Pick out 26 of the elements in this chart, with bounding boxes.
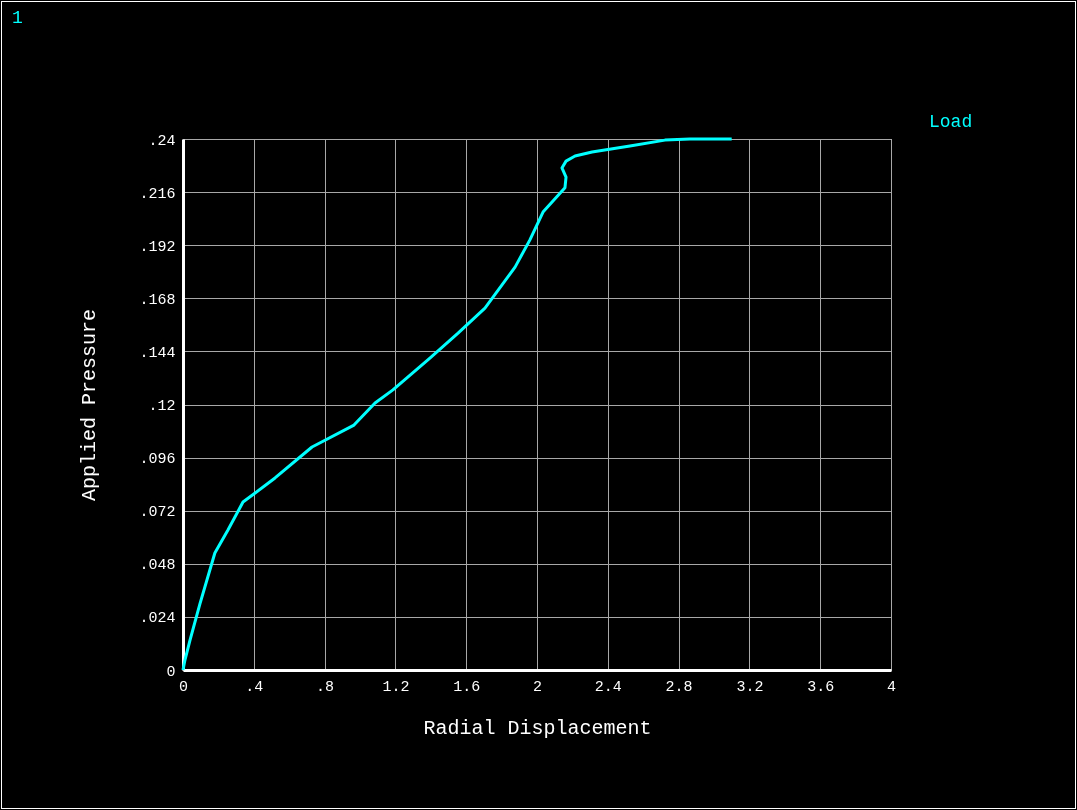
x-tick-label: .8 [316, 678, 335, 696]
x-tick-label: .4 [245, 678, 264, 696]
y-tick-label: .144 [139, 344, 176, 362]
x-tick-label: 2 [532, 678, 543, 696]
y-tick-label: .192 [139, 238, 176, 256]
x-tick-label: 3.6 [807, 678, 835, 696]
y-tick-label: .216 [139, 185, 176, 203]
y-tick-label: .168 [139, 291, 176, 309]
x-tick-label: 3.2 [736, 678, 764, 696]
x-tick-label: 2.8 [665, 678, 693, 696]
x-tick-label: 1.2 [382, 678, 410, 696]
y-tick-label: .12 [148, 398, 176, 415]
y-tick-label: 0 [166, 663, 176, 681]
y-tick-label: .024 [139, 610, 176, 628]
y-tick-label: .24 [148, 132, 176, 150]
y-tick-label: .096 [139, 451, 176, 469]
x-tick-label: 0 [178, 678, 189, 696]
x-tick-label: 2.4 [594, 678, 622, 696]
y-axis-title: Applied Pressure [78, 308, 102, 502]
x-tick-label: 4 [886, 678, 897, 696]
x-tick-label: 1.6 [453, 678, 481, 696]
y-tick-label: .072 [139, 504, 176, 522]
text: 1 [12, 8, 23, 28]
text: Load [929, 112, 973, 132]
x-axis-title: Radial Displacement [423, 716, 652, 740]
y-tick-label: .048 [139, 557, 176, 575]
